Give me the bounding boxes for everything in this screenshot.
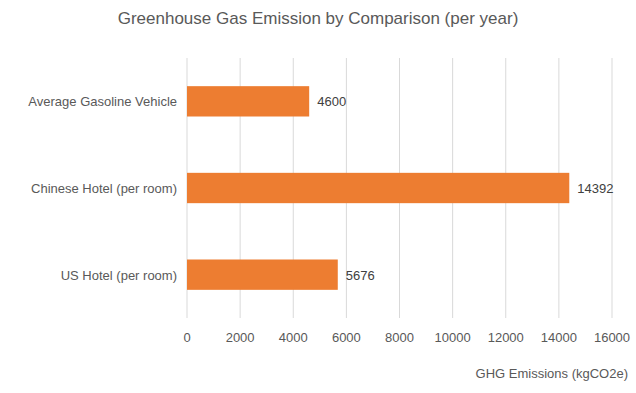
tick-label: 0 bbox=[183, 330, 190, 345]
category-label: Chinese Hotel (per room) bbox=[31, 181, 177, 196]
tick-label: 6000 bbox=[332, 330, 361, 345]
tick-label: 2000 bbox=[226, 330, 255, 345]
chart-title: Greenhouse Gas Emission by Comparison (p… bbox=[118, 9, 519, 28]
tick-label: 12000 bbox=[488, 330, 524, 345]
chart: Greenhouse Gas Emission by Comparison (p… bbox=[0, 0, 636, 393]
bars bbox=[187, 86, 569, 290]
tick-label: 16000 bbox=[594, 330, 630, 345]
category-label: US Hotel (per room) bbox=[61, 268, 177, 283]
chart-container: Greenhouse Gas Emission by Comparison (p… bbox=[0, 0, 636, 393]
data-label: 4600 bbox=[317, 94, 346, 109]
tick-label: 4000 bbox=[279, 330, 308, 345]
bar bbox=[187, 173, 569, 203]
data-label: 14392 bbox=[577, 181, 613, 196]
bar bbox=[187, 260, 338, 290]
tick-label: 8000 bbox=[385, 330, 414, 345]
data-label: 5676 bbox=[346, 268, 375, 283]
bar bbox=[187, 86, 309, 116]
category-label: Average Gasoline Vehicle bbox=[28, 94, 177, 109]
tick-label: 14000 bbox=[541, 330, 577, 345]
axis-label: GHG Emissions (kgCO2e) bbox=[476, 366, 628, 381]
tick-label: 10000 bbox=[435, 330, 471, 345]
